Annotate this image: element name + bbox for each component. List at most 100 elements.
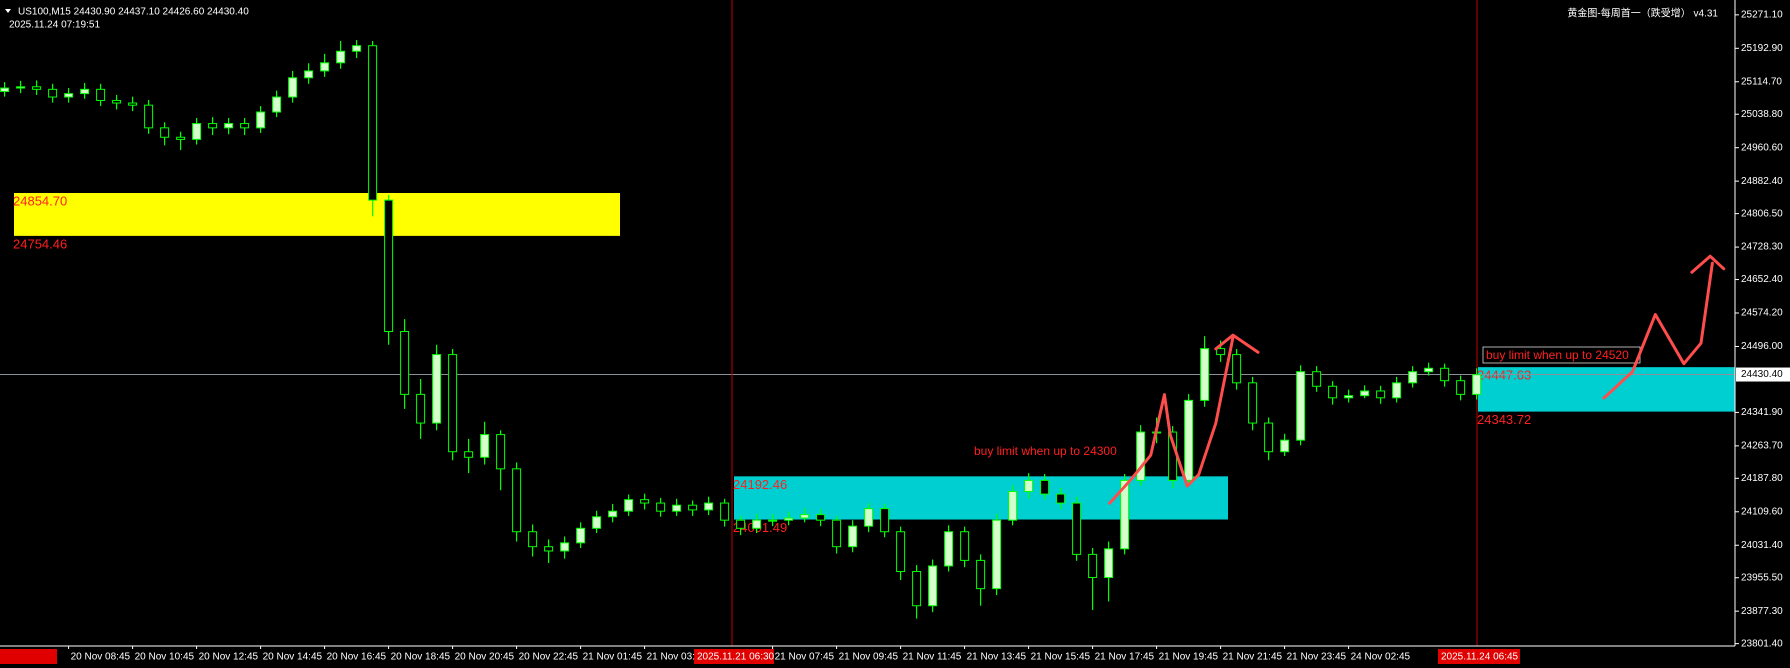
candle-body: [1072, 502, 1082, 555]
candle-body: [1296, 371, 1306, 441]
candle-body: [528, 531, 538, 548]
candle-body: [816, 514, 826, 521]
arrow: [1108, 335, 1235, 505]
candle-body: [1040, 479, 1050, 495]
zone-top-label: 24854.70: [13, 193, 67, 208]
hand-drawn-arrows: [1108, 254, 1726, 505]
y-tick-label: 24187.80: [1741, 473, 1783, 484]
x-tick-label: 20 Nov 18:45: [391, 652, 451, 663]
y-tick-label: 25038.80: [1741, 109, 1783, 120]
candle-body: [864, 508, 874, 527]
candle-body: [96, 88, 106, 101]
candle-body: [784, 517, 794, 521]
candle-body: [416, 393, 426, 424]
candle-body: [544, 546, 554, 552]
candle-body: [1408, 371, 1418, 384]
candle-body: [1264, 422, 1274, 453]
candle-body: [576, 527, 586, 544]
candle-body: [832, 519, 842, 548]
arrow-head: [1690, 254, 1726, 274]
current-price-box: [1736, 367, 1790, 382]
candle-body: [880, 508, 890, 533]
x-tick-label: 24 Nov 02:45: [1351, 652, 1411, 663]
candle-body: [1392, 382, 1402, 399]
candle-body: [992, 519, 1002, 590]
y-tick-label: 24574.20: [1741, 308, 1783, 319]
candle-body: [848, 525, 858, 548]
candle-body: [720, 502, 730, 521]
candle-body: [1424, 367, 1434, 373]
candle-body: [976, 559, 986, 590]
candle-body: [256, 111, 266, 129]
candle-body: [640, 499, 650, 504]
candle-body: [480, 434, 490, 458]
x-tick-label: 21 Nov 13:45: [967, 652, 1027, 663]
y-tick-label: 24031.40: [1741, 540, 1783, 551]
y-tick-label: 23801.40: [1741, 638, 1783, 649]
candle-body: [560, 542, 570, 552]
candle-body: [496, 434, 506, 470]
x-tick-label: 20 Nov 16:45: [327, 652, 387, 663]
x-tick-label: 21 Nov 01:45: [583, 652, 643, 663]
x-tick-label: 21 Nov 17:45: [1095, 652, 1155, 663]
price-zone: [14, 192, 620, 236]
candle-body: [688, 504, 698, 511]
server-time: 2025.11.24 07:19:51: [9, 20, 100, 31]
candle-body: [1120, 479, 1130, 550]
y-tick-label: 24652.40: [1741, 274, 1783, 285]
candle-body: [1440, 367, 1450, 382]
y-tick-label: 24882.40: [1741, 176, 1783, 187]
zone-top-label: 24192.46: [733, 477, 787, 492]
candle-body: [1472, 374, 1482, 395]
candle-body: [928, 565, 938, 607]
y-tick-label: 24728.30: [1741, 242, 1783, 253]
y-tick-label: 23955.50: [1741, 572, 1783, 583]
candle-body: [768, 519, 778, 522]
candle-body: [192, 123, 202, 140]
candle-body: [1088, 553, 1098, 579]
candle-body: [592, 516, 602, 529]
y-tick-label: 24496.00: [1741, 341, 1783, 352]
candle-body: [128, 102, 138, 106]
y-tick-label: 24263.70: [1741, 440, 1783, 451]
x-tick-label: 21 Nov 09:45: [839, 652, 899, 663]
y-tick-label: 24806.50: [1741, 208, 1783, 219]
candle-body: [608, 510, 618, 518]
candle-body: [736, 519, 746, 529]
indicator-name: 黄金图-每周首一（跌受增） v4.31: [1567, 7, 1718, 20]
zone-bottom-label: 24754.46: [13, 236, 67, 251]
candle-body: [944, 531, 954, 567]
candle-body: [752, 519, 762, 529]
x-tick-label: 20 Nov 10:45: [135, 652, 195, 663]
candle-body: [1136, 431, 1146, 481]
x-tick-label: 21 Nov 07:45: [775, 652, 835, 663]
annotation: buy limit when up to 24520: [1486, 348, 1629, 362]
candle-body: [160, 127, 170, 138]
candle-body: [672, 504, 682, 512]
candle-body: [896, 531, 906, 573]
candle-body: [176, 136, 186, 140]
time-marker-label: 2025.11.21 06:30: [697, 652, 775, 663]
zone-bottom-label: 24343.72: [1477, 412, 1531, 427]
symbol-info: US100,M15 24430.90 24437.10 24426.60 244…: [18, 7, 249, 18]
candle-body: [1344, 395, 1354, 399]
candle-body: [432, 354, 442, 424]
candle-body: [960, 531, 970, 561]
candle-body: [272, 96, 282, 113]
candle-body: [1360, 390, 1370, 397]
y-tick-label: 24109.60: [1741, 506, 1783, 517]
annotation: buy limit when up to 24300: [974, 444, 1117, 458]
candle-body: [704, 502, 714, 511]
x-tick-label: 20 Nov 08:45: [71, 652, 131, 663]
candle-body: [1216, 348, 1226, 356]
x-tick-label: 20 Nov 14:45: [263, 652, 323, 663]
zone-top-label: 24447.63: [1477, 368, 1531, 383]
candle-body: [208, 123, 218, 129]
candle-body: [112, 99, 122, 104]
candle-body: [1184, 399, 1194, 481]
time-marker-label: 2025.11.24 06:45: [1441, 652, 1519, 663]
x-tick-label: 21 Nov 03:45: [647, 652, 707, 663]
time-marker-box: [1438, 649, 1520, 664]
candle-body: [384, 199, 394, 332]
candle-body: [368, 45, 378, 201]
